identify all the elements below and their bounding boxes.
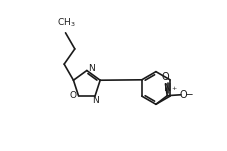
Text: O: O: [161, 72, 168, 82]
Text: N: N: [88, 64, 95, 73]
Text: CH$_3$: CH$_3$: [57, 16, 75, 29]
Text: −: −: [184, 90, 192, 100]
Text: N: N: [92, 96, 99, 105]
Text: +: +: [171, 86, 176, 91]
Text: O: O: [179, 90, 187, 100]
Text: O: O: [69, 92, 76, 100]
Text: N: N: [163, 83, 170, 93]
